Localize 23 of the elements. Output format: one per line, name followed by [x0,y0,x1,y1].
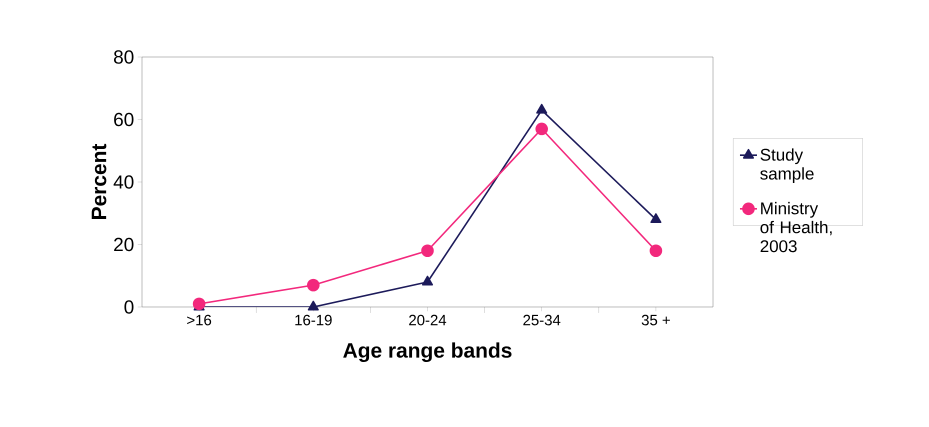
legend-label: Ministry of Health, 2003 [760,202,832,252]
y-tick-label: 40 [114,175,134,189]
point [192,298,206,310]
x-axis-title: Age range bands [343,342,512,362]
point [650,213,662,224]
y-tick-label: 60 [114,112,134,126]
x-tick-label: 20-24 [409,314,446,326]
y-tick-label: 0 [124,300,134,314]
point [421,244,434,258]
y-tick-label: 20 [114,238,134,252]
point [536,104,548,114]
x-tick-label: 25-34 [523,314,560,326]
legend-label: Study sample [760,148,814,184]
x-tick-label: 16-19 [295,314,332,326]
x-tick-label: >16 [187,314,212,326]
point [308,300,319,311]
x-tick-label: 35 + [642,314,670,326]
point [650,244,662,258]
point [535,122,548,136]
y-tick-label: 80 [114,50,134,64]
point [307,278,320,292]
y-axis-title: Percent [92,144,106,219]
point [422,276,434,286]
